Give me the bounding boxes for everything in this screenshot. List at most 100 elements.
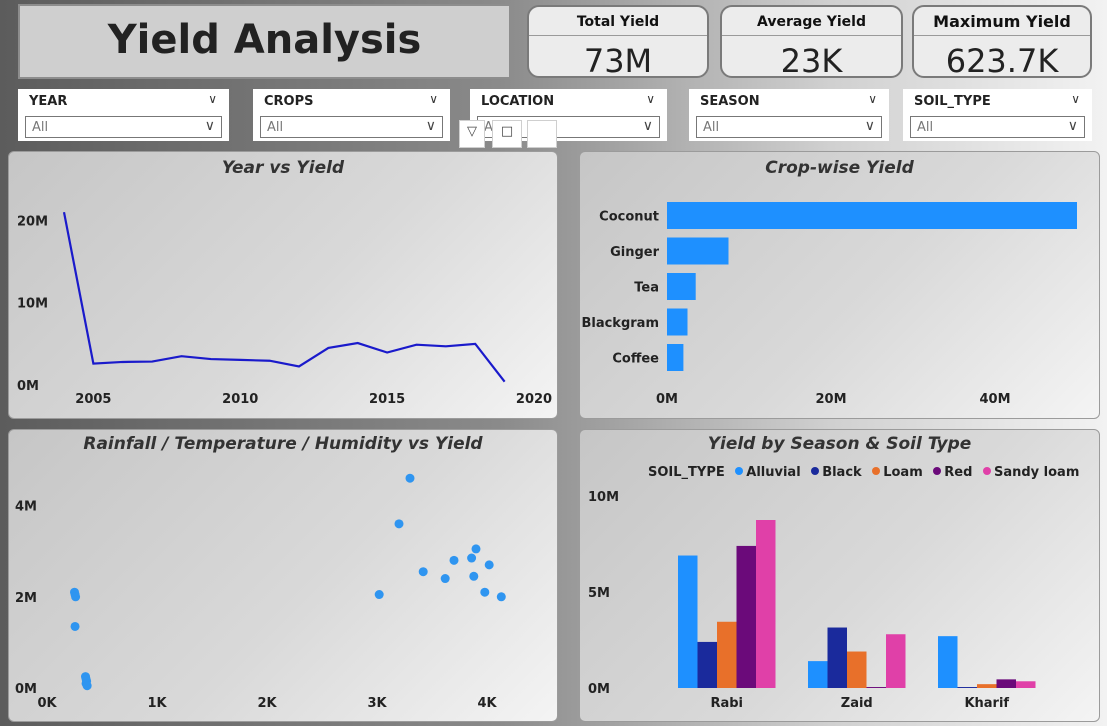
title-card: Yield Analysis	[18, 4, 511, 79]
kpi-average-label: Average Yield	[757, 14, 866, 30]
slicer-year-value: All	[32, 120, 49, 135]
slicer-season-label: SEASON	[700, 94, 760, 109]
legend-item-alluvial[interactable]: Alluvial	[746, 465, 801, 480]
kpi-average-value: 23K	[722, 35, 901, 80]
slicer-location-label: LOCATION	[481, 94, 555, 109]
x-tick-label: 1K	[147, 696, 167, 711]
category-label: Rabi	[710, 696, 743, 711]
crop-bar-title: Crop-wise Yield	[765, 158, 914, 178]
chevron-down-icon: ∨	[425, 118, 436, 134]
crop-bar-panel[interactable]: Crop-wise Yield Coconut Ginger Tea Blackgra…	[579, 151, 1100, 419]
chevron-down-icon[interactable]: ∨	[868, 92, 877, 106]
visual-header-toolbar: ▽ □	[459, 120, 557, 148]
slicer-crops-dropdown[interactable]: All ∨	[260, 116, 443, 138]
legend-item-red[interactable]: Red	[944, 465, 973, 480]
category-label: Kharif	[964, 696, 1009, 711]
line-chart-title: Year vs Yield	[221, 158, 345, 178]
slicer-year[interactable]: YEAR ∨ All ∨	[18, 89, 229, 141]
scatter-point	[374, 590, 384, 600]
category-label: Zaid	[841, 696, 873, 711]
season-soil-legend: SOIL_TYPE Alluvial Black Loam Red Sandy …	[648, 465, 1079, 480]
scatter-point	[440, 574, 450, 584]
season-soil-bar	[957, 687, 977, 688]
chevron-down-icon: ∨	[864, 118, 875, 134]
y-tick-label: 0M	[588, 682, 610, 697]
x-tick-label: 20M	[815, 392, 846, 407]
category-label: Coconut	[599, 210, 659, 225]
season-soil-bar	[756, 520, 776, 688]
kpi-maximum-value: 623.7K	[914, 35, 1090, 80]
slicer-season-dropdown[interactable]: All ∨	[696, 116, 882, 138]
scatter-point	[496, 592, 506, 602]
category-label: Tea	[634, 281, 659, 296]
scatter-point	[70, 621, 80, 631]
season-soil-bar	[827, 627, 847, 688]
y-tick-label: 10M	[17, 297, 48, 312]
crop-bar	[667, 237, 729, 265]
legend-item-black[interactable]: Black	[822, 465, 862, 480]
legend-title: SOIL_TYPE	[648, 465, 725, 480]
line-chart: 20M 10M 0M 2005 2010 2015 2020	[17, 212, 552, 407]
scatter-point	[405, 473, 415, 483]
season-soil-bar	[678, 555, 698, 688]
season-soil-bar	[717, 621, 737, 688]
season-soil-panel[interactable]: Yield by Season & Soil Type SOIL_TYPE Al…	[579, 429, 1100, 722]
slicer-soil-type-dropdown[interactable]: All ∨	[910, 116, 1085, 138]
category-label: Coffee	[612, 352, 659, 367]
season-soil-bar	[977, 684, 997, 688]
chevron-down-icon[interactable]: ∨	[208, 92, 217, 106]
slicer-soil-type-value: All	[917, 120, 934, 135]
filter-icon[interactable]: ▽	[459, 120, 485, 148]
season-soil-bar	[866, 687, 886, 688]
x-tick-label: 2015	[369, 392, 405, 407]
slicer-year-dropdown[interactable]: All ∨	[25, 116, 222, 138]
x-tick-label: 40M	[979, 392, 1010, 407]
crop-bar	[667, 202, 1077, 229]
kpi-total-label: Total Yield	[576, 14, 660, 30]
legend-swatch-red	[933, 467, 942, 475]
chevron-down-icon[interactable]: ∨	[1071, 92, 1080, 106]
scatter-point	[418, 567, 428, 577]
chevron-down-icon: ∨	[642, 118, 653, 134]
category-label: Blackgram	[581, 316, 659, 331]
crop-bar	[667, 344, 684, 371]
legend-item-loam[interactable]: Loam	[883, 465, 923, 480]
crop-bar	[667, 273, 696, 300]
kpi-maximum-label: Maximum Yield	[933, 12, 1071, 31]
chevron-down-icon: ∨	[204, 118, 215, 134]
x-tick-label: 2010	[222, 392, 258, 407]
x-tick-label: 2K	[257, 696, 277, 711]
more-options-icon[interactable]	[527, 120, 557, 148]
scatter-point	[471, 544, 481, 554]
scatter-point	[480, 587, 490, 597]
slicer-soil-type[interactable]: SOIL_TYPE ∨ All ∨	[903, 89, 1092, 141]
x-tick-label: 0M	[656, 392, 678, 407]
slicer-season[interactable]: SEASON ∨ All ∨	[689, 89, 889, 141]
scatter-point	[484, 560, 494, 570]
y-tick-label: 10M	[588, 490, 619, 505]
line-chart-panel[interactable]: Year vs Yield 20M 10M 0M 2005 2010 2015 2020	[8, 151, 558, 419]
scatter-point	[467, 553, 477, 563]
season-soil-bar	[697, 641, 717, 688]
y-tick-label: 5M	[588, 586, 610, 601]
x-tick-label: 2005	[75, 392, 111, 407]
scatter-title: Rainfall / Temperature / Humidity vs Yie…	[83, 434, 483, 454]
scatter-point	[449, 555, 459, 565]
scatter-panel[interactable]: Rainfall / Temperature / Humidity vs Yie…	[8, 429, 558, 722]
y-tick-label: 0M	[15, 682, 37, 697]
category-label: Ginger	[610, 245, 660, 260]
season-soil-bar	[1016, 681, 1036, 688]
focus-mode-icon[interactable]: □	[492, 120, 522, 148]
scatter-point	[469, 571, 479, 581]
crop-bar-chart: Coconut Ginger Tea Blackgram Coffee 0M 20M 40M	[581, 202, 1077, 407]
chevron-down-icon[interactable]: ∨	[646, 92, 655, 106]
kpi-total-value: 73M	[529, 35, 707, 80]
season-soil-bar	[886, 634, 906, 688]
legend-item-sandy-loam[interactable]: Sandy loam	[993, 465, 1080, 480]
slicer-soil-type-label: SOIL_TYPE	[914, 94, 991, 109]
chevron-down-icon[interactable]: ∨	[429, 92, 438, 106]
slicer-crops[interactable]: CROPS ∨ All ∨	[253, 89, 450, 141]
x-tick-label: 2020	[516, 392, 552, 407]
slicer-crops-label: CROPS	[264, 94, 314, 109]
